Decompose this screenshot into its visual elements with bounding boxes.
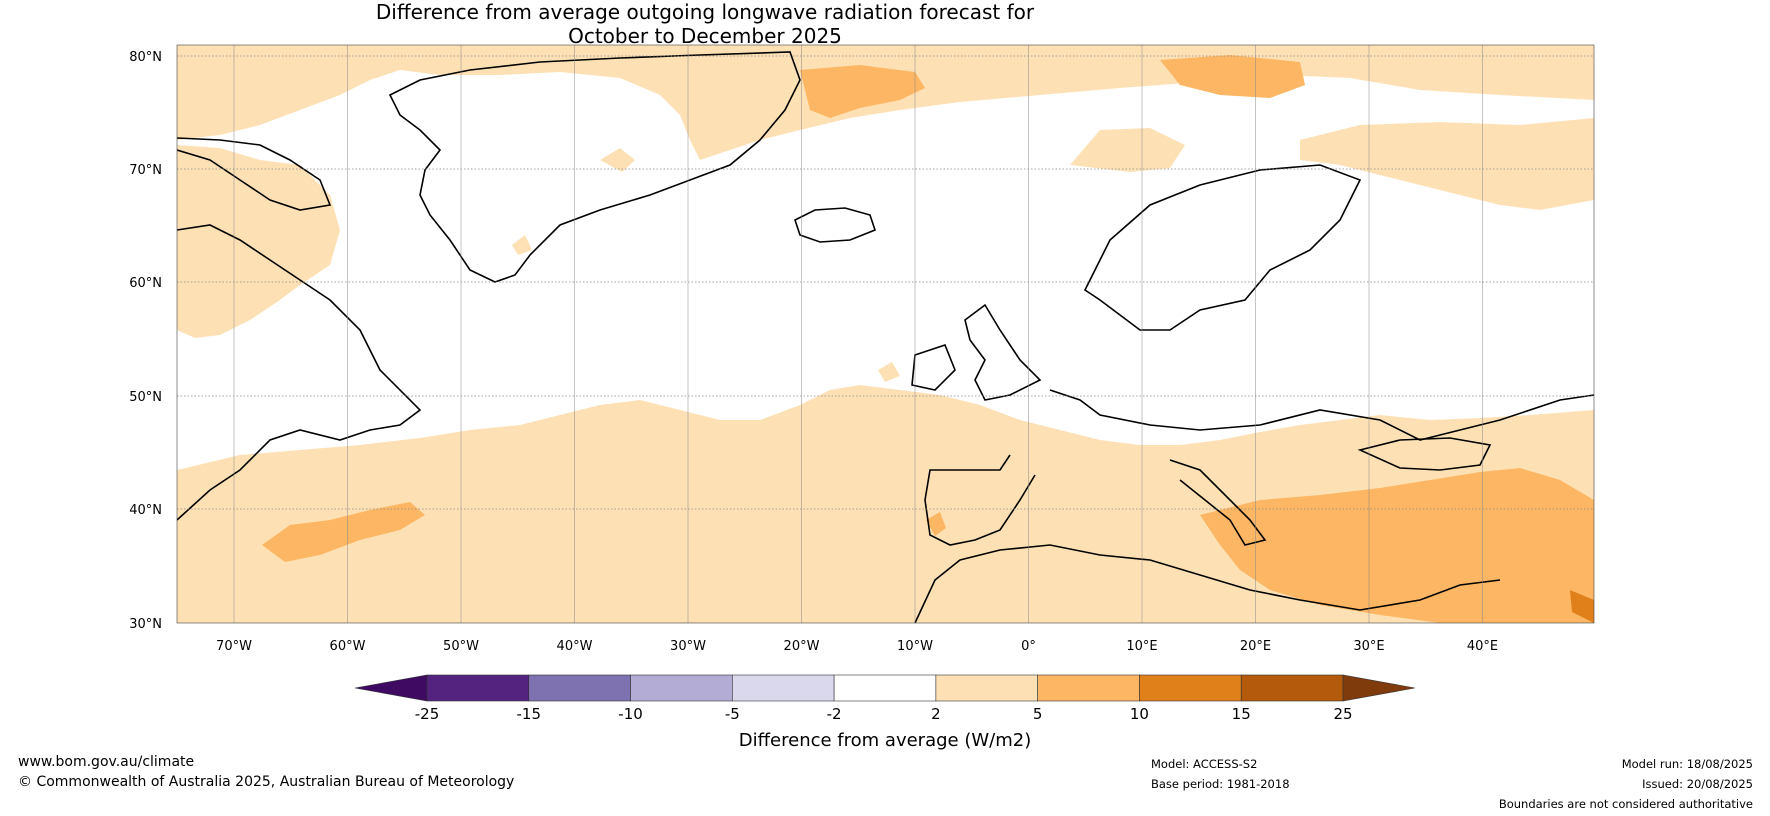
footer-issued: Issued: 20/08/2025: [1642, 777, 1753, 791]
chart-title: Difference from average outgoing longwav…: [0, 0, 1410, 48]
anomaly-region-small-1: [1070, 128, 1185, 172]
anomaly-patch-svalbard: [1160, 55, 1305, 98]
colorbar-extend-high: [1342, 674, 1416, 702]
coastline-africa: [914, 544, 1501, 623]
lat-label: 50°N: [129, 390, 162, 405]
coastline-ireland: [911, 344, 956, 391]
footer-model-run: Model run: 18/08/2025: [1621, 757, 1753, 771]
anomaly-patch-iberia: [926, 512, 946, 536]
lat-label: 70°N: [129, 163, 162, 178]
colorbar-tick-label: 15: [1232, 705, 1251, 723]
coastline-scandinavia: [1083, 164, 1362, 331]
anomaly-region-labrador: [177, 145, 340, 338]
lat-label: 40°N: [129, 503, 162, 518]
coastline-greenland: [388, 51, 801, 283]
colorbar-segment: [1240, 674, 1344, 702]
latitude-labels: 80°N 70°N 60°N 50°N 40°N 30°N: [129, 50, 162, 632]
lon-label: 40°E: [1467, 639, 1498, 654]
colorbar-tick-label: -25: [415, 705, 440, 723]
colorbar-title: Difference from average (W/m2): [739, 730, 1031, 751]
colorbar-tick-label: -10: [618, 705, 643, 723]
colorbar-segment: [732, 674, 835, 702]
lon-label: 10°E: [1126, 639, 1157, 654]
anomaly-patch-atlantic: [262, 502, 425, 562]
colorbar-tick-label: 10: [1130, 705, 1149, 723]
coastline-canada: [177, 224, 422, 521]
footer-copyright: © Commonwealth of Australia 2025, Austra…: [18, 774, 515, 790]
longitude-labels: 70°W 60°W 50°W 40°W 30°W 20°W 10°W 0° 10°E 20°E 30…: [216, 639, 1498, 654]
lon-label: 70°W: [216, 639, 252, 654]
footer-base-period: Base period: 1981-2018: [1151, 777, 1290, 791]
lon-label: 50°W: [443, 639, 479, 654]
coastlines: [177, 51, 1594, 623]
lon-label: 20°W: [784, 639, 820, 654]
footer-website: www.bom.gov.au/climate: [18, 754, 195, 770]
anomaly-region-small-2: [600, 148, 635, 172]
coastline-italy: [1169, 459, 1267, 546]
anomaly-patch-mediterranean: [1200, 468, 1594, 623]
colorbar-tick-label: -15: [517, 705, 542, 723]
lon-label: 60°W: [330, 639, 366, 654]
map-frame: [176, 44, 1595, 624]
colorbar-segment: [1037, 674, 1140, 702]
colorbar-segment: [1139, 674, 1242, 702]
colorbar: -25 -15 -10 -5 -2 2 5 10 15 25: [354, 674, 1416, 723]
coastline-iceland: [794, 207, 876, 243]
colorbar-tick-label: -5: [725, 705, 740, 723]
anomaly-patch-greenland: [800, 65, 925, 118]
lat-label: 30°N: [129, 617, 162, 632]
footer-model: Model: ACCESS-S2: [1151, 757, 1258, 771]
colorbar-segment: [528, 674, 631, 702]
colorbar-tick-label: 25: [1333, 705, 1352, 723]
anomaly-fill: [177, 45, 1594, 623]
colorbar-tick-label: -2: [827, 705, 842, 723]
lon-label: 0°: [1021, 639, 1036, 654]
colorbar-extend-low: [354, 674, 428, 702]
title-line-1: Difference from average outgoing longwav…: [375, 0, 1035, 24]
lon-label: 20°E: [1240, 639, 1271, 654]
anomaly-region-barents: [1300, 118, 1594, 210]
lon-label: 30°E: [1353, 639, 1384, 654]
coastline-europe: [1049, 389, 1594, 441]
coastline-baffin: [177, 137, 332, 211]
lon-label: 30°W: [670, 639, 706, 654]
colorbar-segment: [833, 674, 937, 702]
colorbar-segment: [426, 674, 530, 702]
anomaly-region-small-4: [878, 362, 900, 382]
anomaly-patch-middle-east: [1570, 590, 1594, 623]
lat-label: 80°N: [129, 50, 162, 65]
lon-label: 10°W: [897, 639, 933, 654]
anomaly-region-small-3: [512, 235, 532, 255]
title-line-2: October to December 2025: [568, 24, 842, 48]
colorbar-tick-label: 2: [931, 705, 941, 723]
colorbar-segment: [630, 674, 733, 702]
footer-disclaimer: Boundaries are not considered authoritat…: [1498, 797, 1753, 811]
colorbar-segment: [935, 674, 1038, 702]
colorbar-tick-label: 5: [1033, 705, 1043, 723]
coastline-britain: [964, 303, 1042, 401]
coastline-iberia: [924, 454, 1036, 546]
coastline-black-sea: [1357, 437, 1492, 471]
lon-label: 40°W: [557, 639, 593, 654]
lat-label: 60°N: [129, 276, 162, 291]
graticule: [177, 45, 1594, 623]
